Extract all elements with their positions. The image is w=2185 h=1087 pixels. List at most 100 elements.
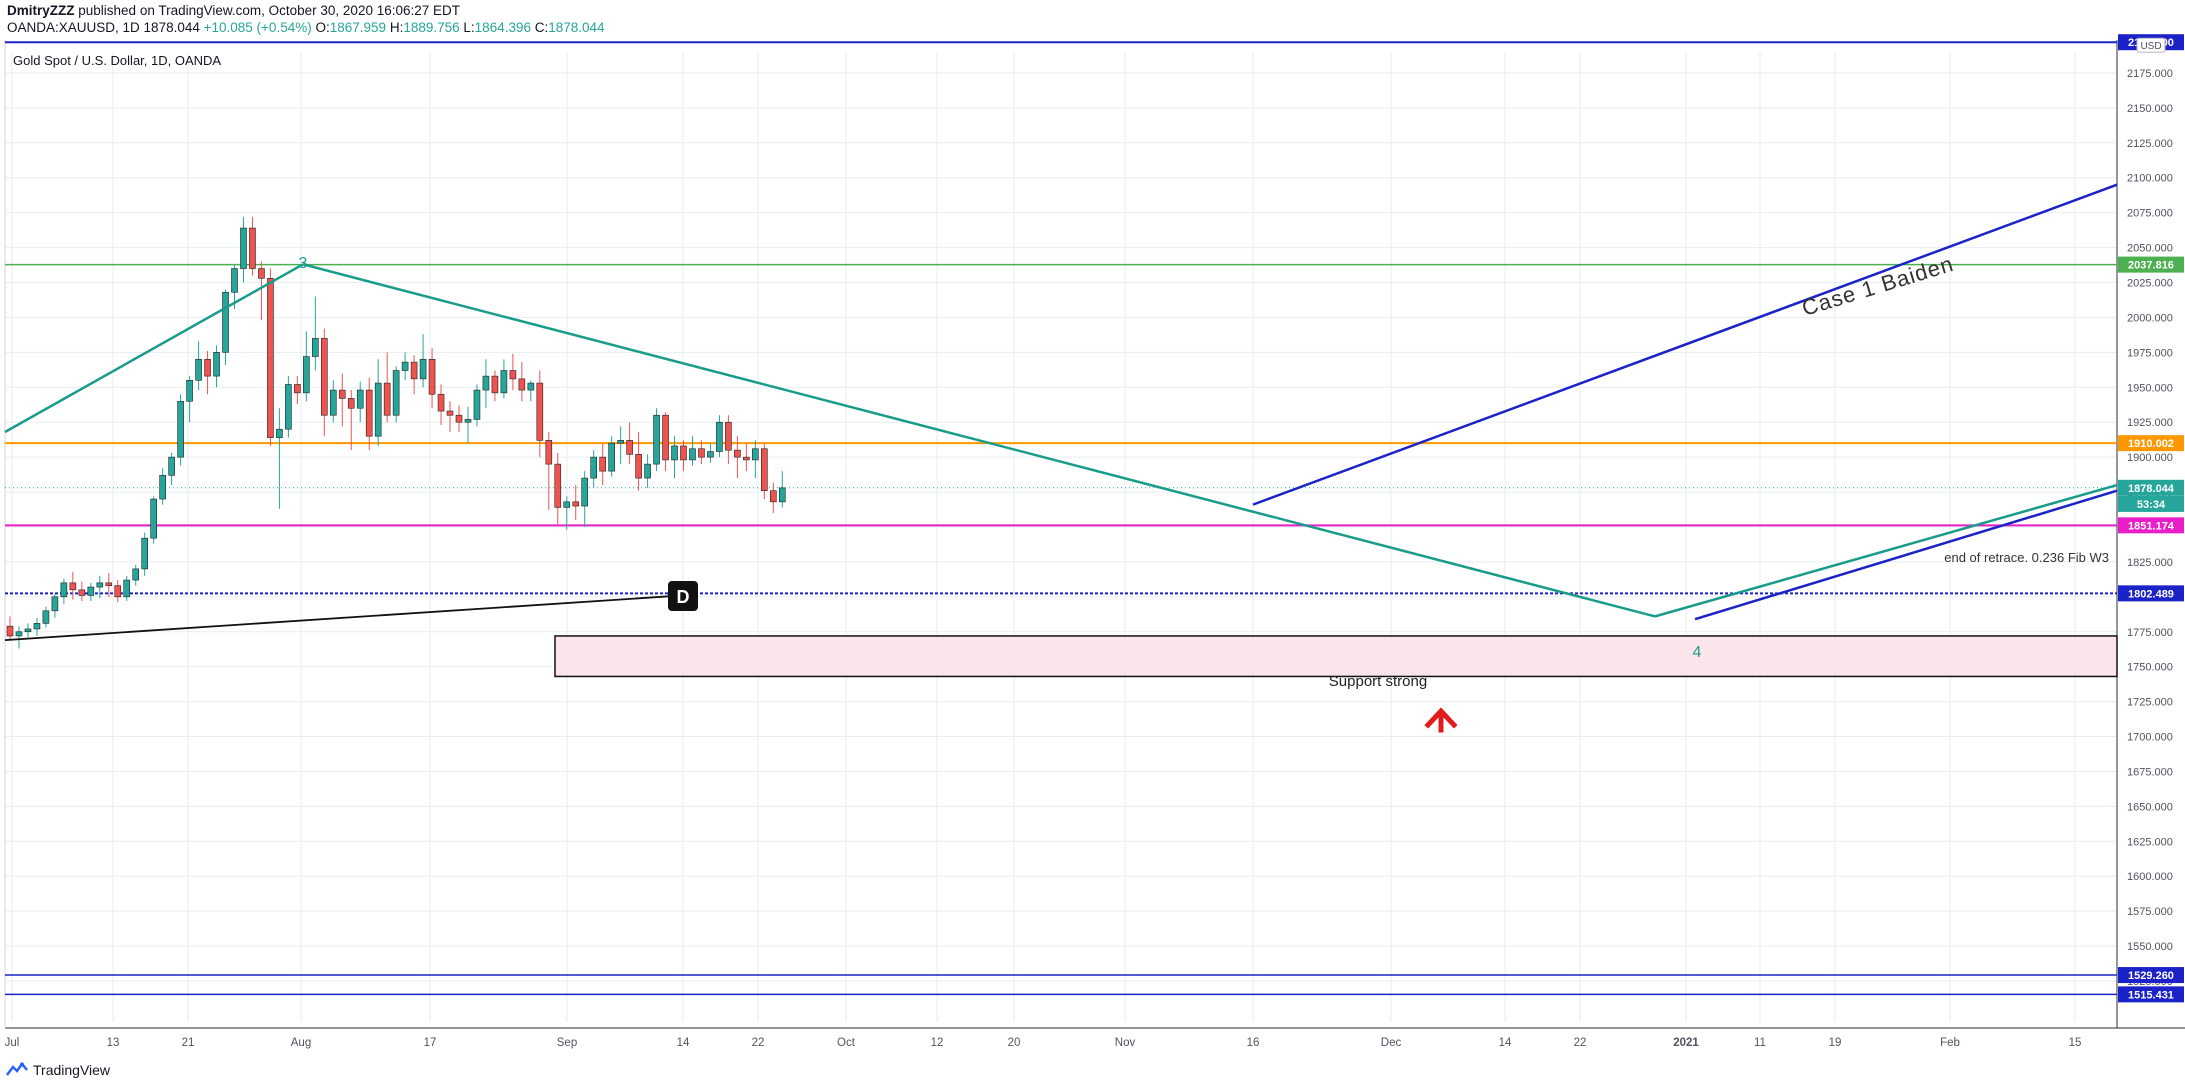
candle[interactable] (752, 448, 759, 461)
candle[interactable] (635, 454, 642, 479)
candle[interactable] (554, 463, 562, 508)
candle[interactable] (644, 463, 651, 479)
price-axis-badge[interactable] (2118, 256, 2184, 273)
support-zone[interactable] (554, 635, 2118, 678)
candle[interactable] (303, 356, 310, 394)
candle[interactable] (294, 384, 301, 394)
candle[interactable] (769, 490, 777, 503)
price-axis-badge[interactable] (2118, 585, 2184, 602)
candle[interactable] (69, 582, 77, 591)
price-axis-badge[interactable] (2118, 517, 2184, 534)
descending-trendline[interactable] (302, 263, 1656, 618)
candle[interactable] (761, 448, 768, 491)
candle[interactable] (258, 268, 265, 279)
candle[interactable] (464, 419, 472, 423)
candle[interactable] (374, 382, 382, 437)
candle[interactable] (545, 440, 553, 465)
candle[interactable] (114, 585, 122, 598)
candle[interactable] (168, 456, 175, 476)
candle[interactable] (581, 477, 589, 507)
candle[interactable] (222, 291, 229, 353)
price-axis-badge[interactable] (2118, 479, 2184, 496)
candle[interactable] (437, 393, 445, 412)
candle[interactable] (383, 382, 391, 416)
candle[interactable] (491, 375, 499, 394)
candle[interactable] (734, 449, 741, 458)
candle[interactable] (401, 361, 409, 371)
price-axis-badge[interactable] (2118, 986, 2184, 1003)
candle[interactable] (707, 451, 714, 458)
support-trendline[interactable] (4, 594, 683, 642)
currency-badge[interactable] (2136, 37, 2166, 53)
author-name[interactable]: DmitryZZZ (7, 3, 75, 18)
candle[interactable] (419, 359, 427, 380)
wave3-up-line[interactable] (4, 263, 304, 434)
candle[interactable] (96, 582, 104, 588)
candle[interactable] (285, 384, 292, 430)
candle[interactable] (329, 389, 337, 416)
candle[interactable] (743, 456, 750, 461)
candle[interactable] (590, 456, 598, 479)
candle[interactable] (599, 456, 606, 472)
candle[interactable] (392, 370, 400, 416)
candle[interactable] (213, 352, 220, 377)
candle[interactable] (105, 582, 113, 586)
candle[interactable] (78, 589, 86, 596)
candle[interactable] (249, 227, 256, 269)
candle[interactable] (482, 375, 490, 391)
candle[interactable] (320, 338, 328, 416)
candle[interactable] (15, 631, 23, 637)
candle[interactable] (410, 361, 418, 380)
candle[interactable] (24, 628, 32, 633)
candle[interactable] (608, 442, 615, 472)
candle[interactable] (150, 498, 157, 539)
case1-channel-line[interactable] (1252, 183, 2118, 506)
candle[interactable] (662, 414, 669, 461)
candle[interactable] (725, 421, 732, 451)
candle[interactable] (6, 625, 14, 637)
candle[interactable] (51, 596, 59, 612)
tradingview-logo[interactable]: TradingView (6, 1062, 110, 1078)
candle[interactable] (455, 414, 463, 423)
candle[interactable] (509, 370, 517, 380)
candle[interactable] (132, 568, 140, 581)
candle[interactable] (653, 414, 660, 465)
candle[interactable] (617, 440, 624, 444)
price-axis-badge[interactable] (2118, 435, 2184, 452)
candle[interactable] (680, 445, 687, 461)
price-chart[interactable]: 2175.000 2150.000 2125.000 2100.000 2075.000… (0, 0, 2185, 1058)
candle[interactable] (356, 389, 364, 409)
candle[interactable] (716, 421, 723, 452)
candle[interactable] (338, 389, 346, 399)
candle[interactable] (347, 398, 355, 409)
candle[interactable] (365, 389, 373, 437)
d-marker-box[interactable] (668, 581, 698, 611)
candle[interactable] (689, 448, 696, 461)
candle[interactable] (159, 474, 166, 500)
candle[interactable] (473, 389, 481, 420)
candle[interactable] (500, 370, 508, 394)
chart-pane[interactable] (5, 52, 2117, 1022)
price-axis-badge[interactable] (2118, 495, 2184, 512)
candle[interactable] (536, 382, 544, 441)
candle[interactable] (671, 445, 678, 461)
wave5-projection-line[interactable] (1654, 483, 2118, 618)
candle[interactable] (42, 610, 50, 624)
price-axis-badge[interactable] (2118, 967, 2184, 984)
candle[interactable] (177, 400, 184, 458)
candle[interactable] (276, 428, 283, 438)
candle[interactable] (527, 382, 535, 391)
candle[interactable] (312, 338, 319, 357)
candle[interactable] (698, 448, 705, 458)
candle[interactable] (267, 278, 274, 438)
candle[interactable] (204, 359, 211, 377)
candle[interactable] (563, 501, 571, 508)
candle[interactable] (240, 227, 247, 269)
candle[interactable] (572, 501, 580, 507)
candle[interactable] (123, 579, 131, 598)
candle[interactable] (428, 359, 436, 395)
candle[interactable] (778, 487, 786, 503)
candle[interactable] (195, 359, 202, 381)
candle[interactable] (626, 440, 633, 455)
candle[interactable] (186, 379, 193, 402)
